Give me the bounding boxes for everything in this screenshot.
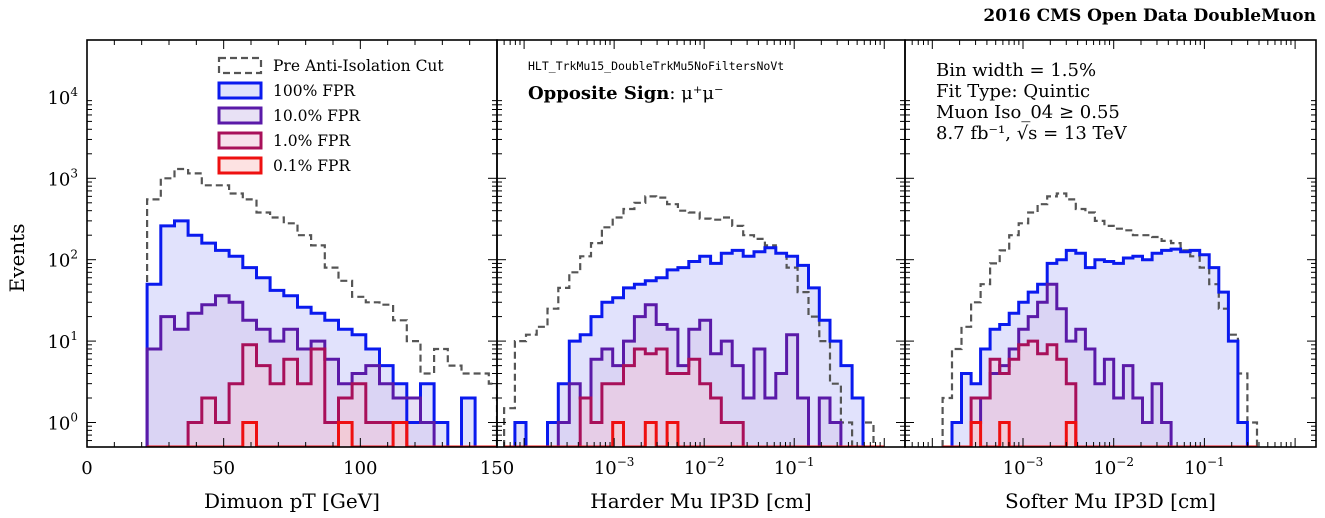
y-tick-base: 10: [47, 413, 70, 434]
histograms: [941, 192, 1259, 447]
axes-frame: [904, 39, 1317, 448]
info-line-bin-width: Bin width = 1.5%: [936, 60, 1096, 81]
hist-line-0: [503, 195, 885, 447]
x-tick-exp: −1: [797, 455, 815, 469]
panel-1: 0 50 100 150 Dimuon pT [GeV]: [81, 39, 514, 513]
info-line-fit-type: Fit Type: Quintic: [936, 81, 1090, 102]
x-tick-label: 10−2: [684, 455, 725, 479]
x-tick-label: 10−3: [1003, 455, 1044, 479]
legend: Pre Anti-Isolation Cut 100% FPR 10.0% FPR 1…: [217, 56, 444, 175]
hist-line-3: [504, 347, 885, 447]
x-tick-label: 150: [480, 458, 514, 479]
legend-label: 10.0% FPR: [273, 107, 361, 125]
hist-line-3: [147, 343, 497, 447]
histograms: [145, 167, 497, 447]
hist-line-2: [145, 294, 497, 447]
charge-sign-bold: Opposite Sign: [528, 83, 669, 104]
legend-entry: 100% FPR: [217, 81, 356, 100]
y-tick-exp: 3: [70, 166, 78, 180]
y-tick-label: 101: [47, 329, 78, 353]
hist-line-4: [504, 421, 885, 447]
hist-fill-4: [942, 422, 1257, 447]
x-tick-base: 10: [1093, 458, 1116, 479]
histograms: [503, 195, 885, 447]
y-tick-label: 100: [47, 410, 78, 434]
legend-label: 0.1% FPR: [273, 157, 351, 175]
legend-entry: 0.1% FPR: [217, 156, 351, 175]
y-tick-exp: 4: [70, 85, 78, 99]
legend-label: 1.0% FPR: [273, 132, 351, 150]
legend-swatch: [217, 131, 263, 150]
legend-entry: 10.0% FPR: [217, 106, 361, 125]
hist-line-1: [145, 219, 497, 447]
hist-line-0: [146, 167, 497, 447]
x-axis-label: Softer Mu IP3D [cm]: [1005, 489, 1216, 513]
legend-swatch: [217, 81, 263, 100]
x-tick-label: 10−1: [774, 455, 815, 479]
legend-label: 100% FPR: [273, 82, 356, 100]
legend-swatch: [217, 56, 263, 75]
y-tick-exp: 0: [70, 410, 78, 424]
y-tick-exp: 2: [70, 248, 78, 262]
x-tick-exp: −2: [707, 455, 725, 469]
x-tick-label: 100: [343, 458, 377, 479]
legend-swatch: [217, 106, 263, 125]
x-tick-base: 10: [1184, 458, 1207, 479]
x-axis-label: Harder Mu IP3D [cm]: [590, 489, 811, 513]
y-tick-base: 10: [47, 332, 70, 353]
info-line-muon-iso: Muon Iso_04 ≥ 0.55: [936, 102, 1120, 123]
charge-sign-label: Opposite Sign: μ⁺μ⁻: [528, 83, 724, 104]
y-tick-label: 102: [47, 248, 78, 272]
x-tick-label: 50: [212, 458, 235, 479]
trigger-label: HLT_TrkMu15_DoubleTrkMu5NoFiltersNoVt: [528, 59, 784, 73]
x-tick-label: 10−1: [1184, 455, 1225, 479]
hist-line-1: [504, 246, 885, 447]
x-tick-base: 10: [1003, 458, 1026, 479]
legend-swatch: [217, 156, 263, 175]
x-axis-label: Dimuon pT [GeV]: [204, 489, 380, 513]
figure-header: 2016 CMS Open Data DoubleMuon: [983, 6, 1316, 26]
trigger-annotation: HLT_TrkMu15_DoubleTrkMu5NoFiltersNoVt Op…: [528, 59, 784, 104]
hist-fill-3: [147, 344, 497, 447]
y-axis-label: Events: [5, 224, 29, 293]
y-tick-base: 10: [47, 169, 70, 190]
axes: 10−3 10−2 10−1: [904, 39, 1317, 479]
y-tick-exp: 1: [70, 329, 78, 343]
legend-entry: 1.0% FPR: [217, 131, 351, 150]
x-tick-exp: −1: [1207, 455, 1225, 469]
x-tick-exp: −2: [1116, 455, 1134, 469]
y-tick-base: 10: [47, 88, 70, 109]
y-tick-label: 103: [47, 166, 78, 190]
x-tick-base: 10: [594, 458, 617, 479]
x-tick-label: 10−3: [594, 455, 635, 479]
info-box: Bin width = 1.5% Fit Type: Quintic Muon …: [936, 60, 1128, 144]
legend-label: Pre Anti-Isolation Cut: [273, 57, 444, 75]
hist-line-4: [942, 421, 1257, 447]
x-tick-exp: −3: [617, 455, 635, 469]
x-tick-exp: −3: [1026, 455, 1044, 469]
x-tick-label: 0: [81, 458, 92, 479]
axes: 0 50 100 150: [81, 39, 514, 479]
x-tick-base: 10: [774, 458, 797, 479]
x-tick-label: 10−2: [1093, 455, 1134, 479]
info-line-luminosity: 8.7 fb⁻¹, √s = 13 TeV: [936, 123, 1128, 144]
legend-entry: Pre Anti-Isolation Cut: [217, 56, 444, 75]
hist-line-3: [942, 339, 1257, 447]
y-tick-base: 10: [47, 251, 70, 272]
charge-sign-rest: : μ⁺μ⁻: [669, 83, 723, 104]
x-tick-base: 10: [684, 458, 707, 479]
hist-line-1: [942, 247, 1257, 447]
y-tick-label: 104: [47, 85, 78, 109]
hist-fill-3: [942, 341, 1257, 447]
